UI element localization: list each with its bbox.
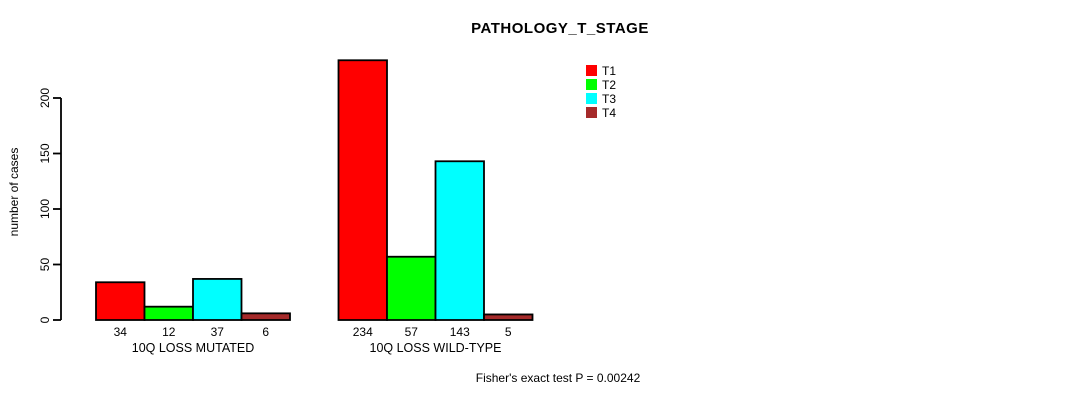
bar-T3 [434,160,485,321]
bar-T4 [483,313,534,321]
bar-T2 [386,255,437,321]
bar-T1 [337,59,388,321]
bar-T2 [143,305,194,321]
bar-T3 [192,278,243,321]
bar-value-label: 143 [450,325,470,339]
bar-group [95,59,534,321]
bar-T4 [240,312,291,321]
category-label: 10Q LOSS WILD-TYPE [370,341,502,355]
y-tick-label: 50 [38,258,52,272]
y-tick-label: 150 [38,143,52,163]
legend-label-T3: T3 [602,92,616,106]
stat-annotation: Fisher's exact test P = 0.00242 [476,371,641,385]
bar-value-label: 6 [262,325,269,339]
y-axis: 0 50 100 150 200 [38,88,62,323]
legend-swatch-T3 [586,93,597,104]
chart-title: PATHOLOGY_T_STAGE [471,20,649,37]
y-tick-label: 0 [38,316,52,323]
bar-value-label: 57 [405,325,419,339]
legend-swatch-T2 [586,79,597,90]
legend-label-T2: T2 [602,78,616,92]
legend-label-T1: T1 [602,64,616,78]
category-label: 10Q LOSS MUTATED [132,341,254,355]
y-axis-label: number of cases [7,148,21,237]
bar-value-label: 34 [114,325,128,339]
bar-value-label: 37 [211,325,225,339]
bar-value-label: 5 [505,325,512,339]
legend-swatch-T4 [586,107,597,118]
y-tick-label: 200 [38,88,52,108]
legend-swatch-T1 [586,65,597,76]
bar-value-label: 12 [162,325,176,339]
bar-T1 [95,281,146,321]
legend-label-T4: T4 [602,106,616,120]
y-tick-label: 100 [38,199,52,219]
bar-value-label: 234 [353,325,373,339]
